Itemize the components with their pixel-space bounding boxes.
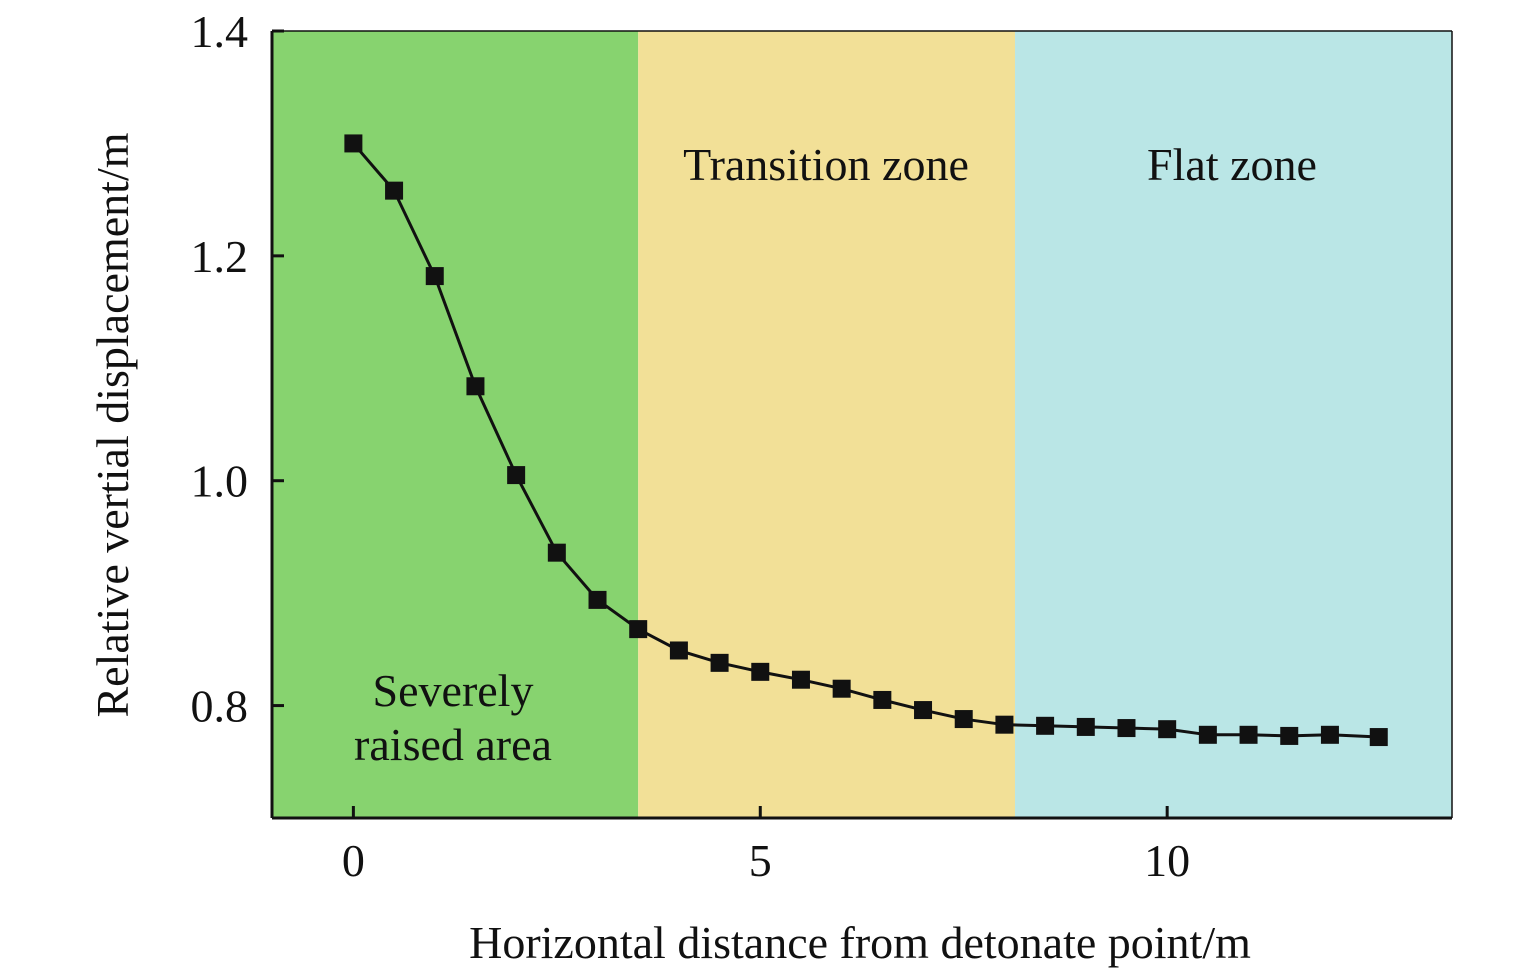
data-point — [873, 690, 892, 709]
data-point — [507, 466, 526, 485]
data-point — [629, 620, 648, 639]
zone-background — [1014, 31, 1452, 818]
data-point — [1036, 716, 1055, 735]
data-point — [832, 679, 851, 698]
data-point — [466, 377, 485, 396]
zone-background — [272, 31, 639, 818]
y-tick-label: 1.0 — [191, 456, 249, 507]
zone-label: raised area — [354, 719, 552, 770]
y-tick-label: 1.4 — [191, 6, 249, 57]
x-tick-label: 5 — [749, 835, 772, 886]
data-point — [914, 701, 933, 720]
y-axis-label: Relative vertial displacement/m — [87, 132, 138, 717]
data-point — [1117, 719, 1136, 738]
data-point — [344, 134, 363, 153]
data-point — [1076, 717, 1095, 736]
data-point — [1369, 728, 1388, 747]
zone-label: Flat zone — [1147, 139, 1317, 190]
series-layer — [344, 134, 1388, 747]
y-tick-label: 1.2 — [191, 231, 249, 282]
data-point — [751, 662, 770, 681]
x-tick-label: 10 — [1144, 835, 1190, 886]
data-point — [425, 267, 444, 286]
data-point — [669, 641, 688, 660]
data-point — [995, 715, 1014, 734]
data-point — [1320, 725, 1339, 744]
zone-label: Transition zone — [683, 139, 969, 190]
data-point — [791, 670, 810, 689]
x-axis-label: Horizontal distance from detonate point/… — [469, 917, 1251, 968]
data-point — [1280, 726, 1299, 745]
data-point — [954, 710, 973, 729]
data-point — [710, 653, 729, 672]
zone-label: Severely — [373, 665, 534, 716]
data-point — [1198, 725, 1217, 744]
data-point — [588, 590, 607, 609]
axes: 0 5 10 0.8 1.0 1.2 1.4 — [191, 6, 1453, 886]
zone-backgrounds — [272, 31, 1452, 818]
x-tick-label: 0 — [342, 835, 365, 886]
data-point — [547, 543, 566, 562]
data-point — [1158, 720, 1177, 739]
data-point — [1239, 725, 1258, 744]
data-point — [385, 181, 404, 200]
y-tick-label: 0.8 — [191, 681, 249, 732]
